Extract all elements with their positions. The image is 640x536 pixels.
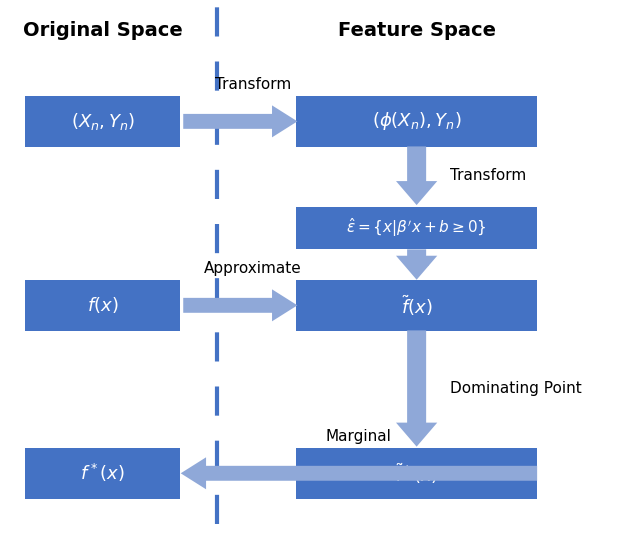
FancyBboxPatch shape: [25, 280, 180, 331]
Polygon shape: [183, 106, 298, 137]
FancyBboxPatch shape: [296, 280, 537, 331]
Polygon shape: [396, 249, 437, 280]
Text: $f^*(x)$: $f^*(x)$: [81, 462, 125, 485]
Text: Transform: Transform: [215, 77, 291, 92]
FancyBboxPatch shape: [25, 448, 180, 498]
Text: $\tilde{f}^*(x)$: $\tilde{f}^*(x)$: [395, 461, 438, 486]
Text: Approximate: Approximate: [204, 261, 302, 276]
Polygon shape: [183, 289, 298, 321]
FancyBboxPatch shape: [296, 207, 537, 249]
Text: Dominating Point: Dominating Point: [450, 381, 582, 396]
Text: +: +: [401, 248, 432, 282]
FancyBboxPatch shape: [25, 96, 180, 147]
Text: $f(x)$: $f(x)$: [87, 295, 118, 315]
Text: Marginal: Marginal: [326, 429, 392, 444]
Text: Feature Space: Feature Space: [338, 21, 495, 40]
Polygon shape: [180, 457, 537, 489]
Polygon shape: [396, 330, 437, 446]
Polygon shape: [396, 146, 437, 205]
Text: $\hat{\varepsilon} = \{x|\beta'x + b \geq 0\}$: $\hat{\varepsilon} = \{x|\beta'x + b \ge…: [346, 217, 487, 240]
Text: Transform: Transform: [450, 168, 526, 183]
FancyBboxPatch shape: [296, 448, 537, 498]
Text: $(X_n, Y_n)$: $(X_n, Y_n)$: [70, 111, 134, 132]
Text: Original Space: Original Space: [23, 21, 182, 40]
Text: $(\phi(X_n), Y_n)$: $(\phi(X_n), Y_n)$: [372, 110, 461, 132]
FancyBboxPatch shape: [296, 96, 537, 147]
Text: $\tilde{f}(x)$: $\tilde{f}(x)$: [401, 293, 433, 317]
